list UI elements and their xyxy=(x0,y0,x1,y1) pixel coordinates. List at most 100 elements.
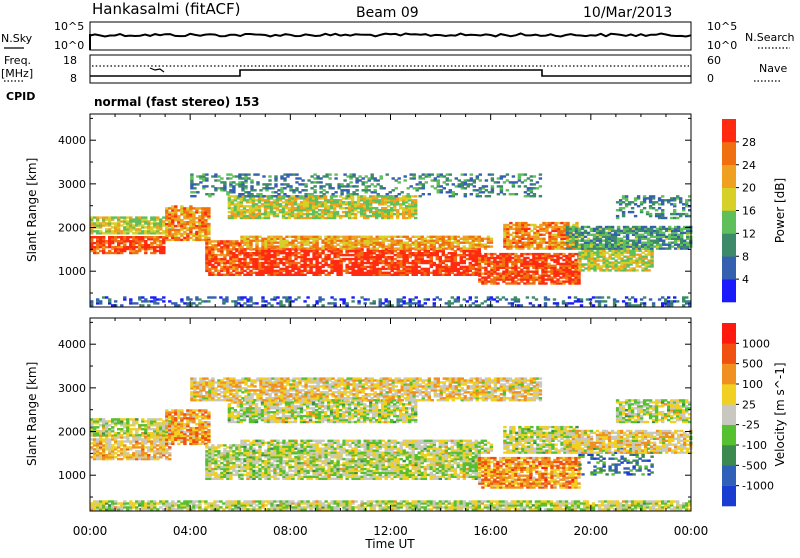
data-cell xyxy=(427,245,430,247)
data-cell xyxy=(114,246,117,248)
data-cell xyxy=(542,238,545,240)
data-cell xyxy=(321,201,324,203)
data-cell xyxy=(309,250,312,252)
data-cell xyxy=(565,255,568,257)
data-cell xyxy=(625,203,628,205)
data-cell xyxy=(414,195,417,197)
data-cell xyxy=(685,213,688,215)
data-cell xyxy=(324,236,327,238)
data-cell xyxy=(238,181,241,183)
data-cell xyxy=(484,267,487,269)
data-cell xyxy=(451,296,454,298)
data-cell xyxy=(241,193,244,195)
data-cell xyxy=(307,193,310,195)
data-cell xyxy=(509,193,512,195)
data-cell xyxy=(123,296,126,298)
data-cell xyxy=(147,304,150,306)
data-cell xyxy=(346,175,349,177)
data-cell xyxy=(605,232,608,234)
data-cell xyxy=(388,256,391,258)
data-cell xyxy=(244,191,247,193)
data-cell xyxy=(135,228,138,230)
data-cell xyxy=(368,185,371,187)
data-cell xyxy=(553,259,556,261)
data-cell xyxy=(616,201,619,203)
data-cell xyxy=(590,228,593,230)
data-cell xyxy=(352,191,355,193)
data-cell xyxy=(303,213,306,215)
data-cell xyxy=(524,191,527,193)
data-cell xyxy=(671,228,674,230)
data-cell xyxy=(345,211,348,213)
data-cell xyxy=(222,298,225,300)
data-cell xyxy=(481,238,484,240)
data-cell xyxy=(487,257,490,259)
data-cell xyxy=(355,177,358,179)
data-cell xyxy=(156,244,159,246)
data-cell xyxy=(457,248,460,250)
data-cell xyxy=(343,189,346,191)
data-cell xyxy=(279,236,282,238)
data-cell xyxy=(436,264,439,266)
beam-title: Beam 09 xyxy=(356,5,419,21)
data-cell xyxy=(135,250,138,252)
data-cell xyxy=(297,262,300,264)
data-cell xyxy=(147,244,150,246)
data-cell xyxy=(282,296,285,298)
data-cell xyxy=(274,191,277,193)
data-cell xyxy=(527,193,530,195)
data-cell xyxy=(391,274,394,276)
data-cell xyxy=(547,263,550,265)
data-cell xyxy=(336,236,339,238)
data-cell xyxy=(214,244,217,246)
data-cell xyxy=(365,175,368,177)
data-cell xyxy=(464,179,467,181)
data-cell xyxy=(162,236,165,238)
data-cell xyxy=(431,173,434,175)
data-cell xyxy=(670,203,673,205)
data-cell xyxy=(378,199,381,201)
data-cell xyxy=(111,246,114,248)
data-cell xyxy=(408,203,411,205)
data-cell xyxy=(395,195,398,197)
data-cell xyxy=(400,260,403,262)
data-cell xyxy=(384,207,387,209)
data-cell xyxy=(665,228,668,230)
data-cell xyxy=(458,183,461,185)
data-cell xyxy=(490,278,493,280)
data-cell xyxy=(400,298,403,300)
data-cell xyxy=(243,296,246,298)
data-cell xyxy=(105,246,108,248)
data-cell xyxy=(220,181,223,183)
data-cell xyxy=(226,177,229,179)
data-cell xyxy=(445,240,448,242)
data-cell xyxy=(407,187,410,189)
data-cell xyxy=(410,185,413,187)
data-cell xyxy=(488,195,491,197)
data-cell xyxy=(277,193,280,195)
data-cell xyxy=(644,254,647,256)
data-cell xyxy=(437,179,440,181)
data-cell xyxy=(111,304,114,306)
data-cell xyxy=(105,216,108,218)
data-cell xyxy=(410,177,413,179)
data-cell xyxy=(180,298,183,300)
data-cell xyxy=(653,230,656,232)
data-cell xyxy=(114,236,117,238)
data-cell xyxy=(427,240,430,242)
data-cell xyxy=(578,228,581,230)
data-cell xyxy=(246,199,249,201)
data-cell xyxy=(240,262,243,264)
data-cell xyxy=(321,304,324,306)
data-cell xyxy=(234,300,237,302)
data-cell xyxy=(250,193,253,195)
data-cell xyxy=(147,220,150,222)
data-cell xyxy=(193,183,196,185)
data-cell xyxy=(105,296,108,298)
data-cell xyxy=(530,175,533,177)
data-cell xyxy=(295,181,298,183)
data-cell xyxy=(231,199,234,201)
data-cell xyxy=(416,183,419,185)
data-cell xyxy=(367,298,370,300)
data-cell xyxy=(177,229,180,231)
